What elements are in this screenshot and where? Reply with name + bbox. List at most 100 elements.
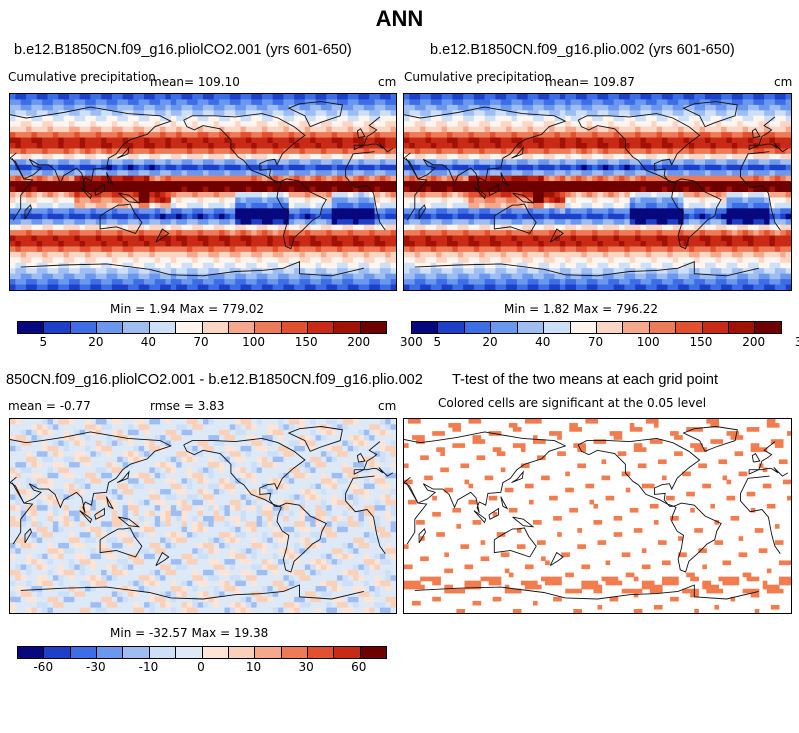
panel3-mean-label: mean = -0.77 xyxy=(8,399,91,413)
coastline xyxy=(94,183,105,196)
coastline xyxy=(414,584,759,600)
precip-field xyxy=(10,94,396,290)
colorbar-tick-label: 5 xyxy=(433,335,442,349)
coastline xyxy=(512,516,535,528)
coastline xyxy=(106,172,115,186)
panel3-min-max: Min = -32.57 Max = 19.38 xyxy=(110,626,269,640)
panel3-unit: cm xyxy=(378,399,397,413)
colorbar-tick-label: 150 xyxy=(294,335,318,349)
coastline xyxy=(473,510,487,524)
coastline xyxy=(183,113,306,183)
page-title: ANN xyxy=(375,6,424,31)
panel2-mean-label: mean= 109.87 xyxy=(545,75,635,89)
coastline xyxy=(577,113,701,183)
colorbar-tick-label: 40 xyxy=(140,335,157,349)
coastline xyxy=(500,496,509,510)
coastline xyxy=(418,528,426,544)
colorbar-tick-label: 70 xyxy=(193,335,209,349)
coastline xyxy=(20,584,364,600)
panel2-title: b.e12.B1850CN.f09_g16.plio.002 (yrs 601-… xyxy=(430,42,735,58)
coastline xyxy=(493,203,537,234)
coastline xyxy=(751,452,761,463)
coastline xyxy=(356,128,366,139)
panel3-rmse-label: rmse = 3.83 xyxy=(150,399,225,413)
map-plot xyxy=(10,94,396,290)
coastline xyxy=(751,128,761,139)
panel1-title: b.e12.B1850CN.f09_g16.pliolCO2.001 (yrs … xyxy=(14,42,352,58)
coastline xyxy=(10,106,394,189)
panel2-colorbar xyxy=(411,321,782,334)
coastline xyxy=(155,551,170,566)
panel4-ttest-map xyxy=(403,418,792,614)
colorbar-tick-label: -30 xyxy=(86,660,106,674)
coastline xyxy=(24,528,32,544)
coastline xyxy=(493,527,537,558)
panel1-mean-label: mean= 109.10 xyxy=(150,75,240,89)
colorbar-tick-label: 30 xyxy=(298,660,314,674)
colorbar-tick-label: 40 xyxy=(535,335,551,349)
coastline xyxy=(79,510,93,524)
coastline xyxy=(404,106,789,189)
panel1-variable-label: Cumulative precipitation xyxy=(8,70,156,84)
panel1-min-max: Min = 1.94 Max = 779.02 xyxy=(110,302,264,316)
colorbar-tick-label: 100 xyxy=(636,335,660,349)
colorbar-tick-label: 200 xyxy=(347,335,371,349)
panel1-precip-map xyxy=(9,93,397,291)
coastline xyxy=(682,101,738,128)
coastline xyxy=(682,426,738,452)
panel3-difference-map xyxy=(9,418,397,614)
coastline xyxy=(116,145,130,159)
panel3-title: 850CN.f09_g16.pliolCO2.001 - b.e12.B1850… xyxy=(6,372,423,388)
coastline xyxy=(20,261,364,277)
coastline xyxy=(512,192,535,204)
panel2-unit: cm xyxy=(774,75,793,89)
panel3-colorbar xyxy=(17,646,387,659)
panel1-unit: cm xyxy=(378,75,397,89)
coastline xyxy=(500,172,509,186)
coastline xyxy=(511,145,524,159)
colorbar-tick-label: 150 xyxy=(689,335,713,349)
coastline xyxy=(356,452,366,463)
precip-field xyxy=(404,94,791,290)
coastline xyxy=(488,183,500,196)
colorbar-tick-label: -60 xyxy=(33,660,54,674)
difference-field xyxy=(10,419,396,613)
colorbar-tick-label: 60 xyxy=(351,660,367,674)
coastline xyxy=(671,178,722,250)
coastline xyxy=(99,527,143,558)
panel2-variable-label: Cumulative precipitation xyxy=(404,70,552,84)
coastline xyxy=(118,192,141,204)
map-plot xyxy=(10,419,396,613)
map-plot xyxy=(404,419,791,613)
coastline xyxy=(418,204,426,220)
colorbar-tick-label: 200 xyxy=(742,335,766,349)
colorbar-tick-label: 5 xyxy=(39,335,48,349)
coastline xyxy=(24,204,32,220)
coastline xyxy=(155,228,170,243)
colorbar-tick-label: 100 xyxy=(242,335,266,349)
coastline xyxy=(94,507,105,520)
colorbar-tick-label: -10 xyxy=(138,660,159,674)
coastline xyxy=(577,437,701,507)
panel1-colorbar xyxy=(17,321,387,334)
coastline xyxy=(10,431,394,513)
coastline xyxy=(414,261,759,277)
colorbar-tick-label: 20 xyxy=(88,335,104,349)
colorbar-tick-label: 0 xyxy=(197,660,205,674)
coastline xyxy=(287,101,343,128)
significant-cells xyxy=(404,419,791,613)
coastline xyxy=(276,502,327,573)
coastline xyxy=(549,551,564,566)
coastline xyxy=(671,502,722,573)
coastline xyxy=(116,470,130,484)
colorbar-tick-label: 10 xyxy=(245,660,262,674)
coastline xyxy=(549,228,564,243)
coastline xyxy=(106,496,115,510)
panel2-min-max: Min = 1.82 Max = 796.22 xyxy=(504,302,658,316)
map-plot xyxy=(404,94,791,290)
colorbar-tick-label: 20 xyxy=(482,335,498,349)
colorbar-tick-label: 300 xyxy=(399,335,423,349)
coastline xyxy=(473,186,487,200)
panel4-title: T-test of the two means at each grid poi… xyxy=(452,372,718,388)
colorbar-tick-label: 300 xyxy=(794,335,799,349)
